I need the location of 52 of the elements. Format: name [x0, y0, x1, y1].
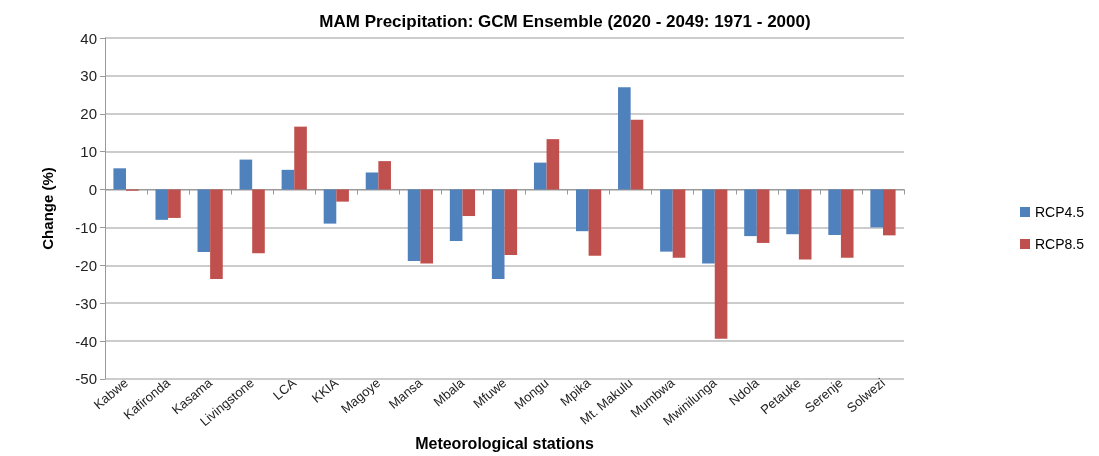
bar	[798, 189, 812, 260]
bar	[491, 189, 505, 279]
bar	[756, 189, 770, 243]
bar	[197, 189, 211, 253]
bar	[420, 189, 434, 264]
y-tick-label: 30	[80, 67, 97, 85]
bar	[365, 172, 379, 190]
y-tick-label: -10	[75, 218, 97, 236]
bar	[630, 119, 644, 190]
bar	[281, 169, 295, 190]
legend-label: RCP8.5	[1034, 236, 1085, 252]
bar	[714, 189, 728, 339]
bar	[113, 168, 127, 190]
bar	[744, 189, 757, 237]
chart-title: MAM Precipitation: GCM Ensemble (2020 - 2049: 1971 - 2000)	[319, 12, 811, 31]
y-tick-label: 0	[88, 181, 97, 199]
bar	[828, 189, 841, 235]
y-tick-label: 10	[80, 143, 97, 161]
bar	[462, 189, 476, 217]
bar	[252, 189, 265, 254]
y-tick-label: -40	[75, 332, 97, 350]
bar	[672, 189, 686, 258]
y-tick-label: -20	[75, 256, 97, 274]
bar	[210, 189, 223, 279]
bar	[323, 189, 337, 224]
x-axis-title: Meteorological stations	[415, 434, 594, 452]
legend-label: RCP4.5	[1034, 204, 1085, 220]
y-tick-label: 40	[80, 29, 97, 47]
bar	[504, 189, 518, 256]
bar	[618, 87, 631, 190]
y-axis-title: Change (%)	[39, 167, 56, 250]
bar	[702, 189, 715, 264]
bar	[378, 161, 391, 190]
bar	[407, 189, 421, 262]
bar	[449, 189, 463, 242]
bar	[588, 189, 602, 256]
bar	[786, 189, 799, 235]
bar	[575, 189, 589, 232]
y-tick-label: -30	[75, 294, 97, 312]
bar	[294, 126, 307, 190]
bar	[239, 159, 253, 190]
y-tick-label: 20	[80, 105, 97, 123]
x-tick-label: LCA	[270, 374, 300, 403]
bar	[870, 189, 883, 228]
bar	[840, 189, 854, 258]
bar	[882, 189, 896, 236]
bar	[168, 189, 181, 218]
bar	[155, 189, 169, 220]
bar	[336, 189, 349, 202]
bar	[533, 162, 547, 190]
bar	[546, 139, 560, 190]
bar	[660, 189, 673, 252]
